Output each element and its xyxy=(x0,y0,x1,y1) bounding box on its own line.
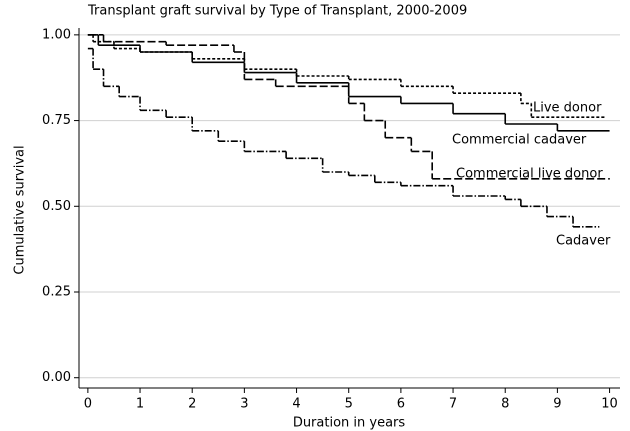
y-axis-label: Cumulative survival xyxy=(13,145,28,274)
x-tick-label: 3 xyxy=(240,397,248,412)
x-tick-label: 4 xyxy=(292,397,300,412)
x-tick-label: 7 xyxy=(449,397,457,412)
y-tick-label: 0.75 xyxy=(42,113,71,128)
x-tick-label: 1 xyxy=(136,397,144,412)
x-tick-label: 10 xyxy=(601,397,618,412)
x-tick-label: 0 xyxy=(84,397,92,412)
y-tick-label: 0.25 xyxy=(42,285,71,300)
x-tick-label: 9 xyxy=(553,397,561,412)
chart-title: Transplant graft survival by Type of Tra… xyxy=(87,4,467,19)
series-label: Live donor xyxy=(533,101,602,116)
series-label: Cadaver xyxy=(556,234,611,249)
y-tick-label: 1.00 xyxy=(42,27,71,42)
series-label: Commercial live donor xyxy=(456,167,603,182)
y-tick-label: 0.00 xyxy=(42,370,71,385)
x-tick-label: 2 xyxy=(188,397,196,412)
y-tick-label: 0.50 xyxy=(42,199,71,214)
x-tick-label: 5 xyxy=(345,397,353,412)
x-tick-label: 6 xyxy=(397,397,405,412)
series-label: Commercial cadaver xyxy=(452,133,587,148)
x-tick-label: 8 xyxy=(501,397,509,412)
x-axis-label: Duration in years xyxy=(293,416,406,431)
